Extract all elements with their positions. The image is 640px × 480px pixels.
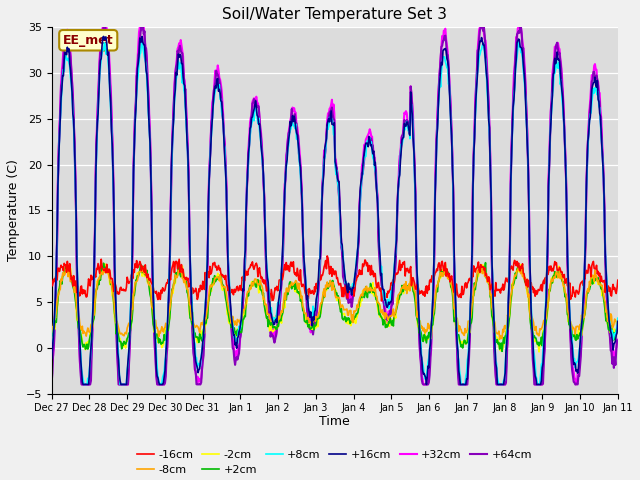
Line: +64cm: +64cm (52, 27, 618, 384)
+64cm (58, 80, 66, 86)
-16cm (116, 285, 124, 291)
-2cm (173, 270, 181, 276)
-2cm (58, 277, 66, 283)
+8cm (422, 373, 429, 379)
+32cm (99, 24, 107, 30)
Line: +16cm: +16cm (52, 36, 618, 384)
+8cm (614, 315, 621, 321)
+2cm (614, 327, 621, 333)
X-axis label: Time: Time (319, 415, 350, 428)
Title: Soil/Water Temperature Set 3: Soil/Water Temperature Set 3 (222, 7, 447, 22)
-2cm (404, 283, 412, 289)
Line: -8cm: -8cm (52, 267, 618, 339)
-2cm (204, 311, 211, 317)
+32cm (175, 40, 183, 46)
+16cm (100, 34, 108, 39)
+8cm (58, 86, 66, 92)
+64cm (48, 381, 56, 386)
Legend: -16cm, -8cm, -2cm, +2cm, +8cm, +16cm, +32cm, +64cm: -16cm, -8cm, -2cm, +2cm, +8cm, +16cm, +3… (133, 445, 536, 480)
+2cm (404, 284, 412, 289)
-16cm (173, 266, 181, 272)
+32cm (48, 373, 56, 379)
-16cm (58, 264, 66, 270)
+16cm (405, 129, 413, 134)
+2cm (420, 332, 428, 337)
+32cm (405, 121, 413, 127)
-2cm (614, 329, 621, 335)
-8cm (404, 284, 412, 289)
-8cm (204, 305, 211, 311)
+2cm (116, 338, 124, 344)
Line: +2cm: +2cm (52, 263, 618, 351)
-8cm (496, 336, 504, 342)
+16cm (118, 382, 125, 387)
+16cm (205, 177, 213, 183)
+64cm (100, 24, 108, 30)
+32cm (422, 382, 429, 387)
+8cm (48, 345, 56, 351)
-8cm (48, 329, 56, 335)
-16cm (405, 270, 413, 276)
-16cm (323, 253, 331, 259)
+16cm (58, 86, 66, 92)
+2cm (204, 315, 211, 321)
-2cm (116, 336, 124, 341)
+64cm (614, 337, 621, 343)
+32cm (118, 382, 125, 387)
Line: +32cm: +32cm (52, 27, 618, 384)
+8cm (405, 127, 413, 132)
-16cm (267, 298, 275, 304)
+16cm (422, 374, 429, 380)
+8cm (80, 382, 88, 387)
+8cm (205, 176, 213, 182)
+2cm (173, 272, 181, 278)
+8cm (117, 381, 125, 386)
+2cm (48, 331, 56, 337)
-16cm (614, 277, 621, 283)
+32cm (79, 382, 86, 387)
+64cm (405, 131, 413, 137)
+2cm (498, 348, 506, 354)
+32cm (205, 169, 213, 175)
Text: EE_met: EE_met (63, 34, 113, 47)
+2cm (58, 281, 66, 287)
+16cm (79, 382, 87, 387)
+32cm (58, 68, 66, 74)
+64cm (77, 382, 85, 387)
+16cm (48, 356, 56, 361)
+64cm (422, 382, 429, 387)
+64cm (205, 177, 213, 183)
-8cm (614, 320, 621, 326)
-8cm (477, 264, 485, 270)
-2cm (420, 337, 428, 343)
-16cm (204, 268, 211, 274)
-16cm (422, 285, 429, 291)
+16cm (614, 319, 621, 324)
+16cm (175, 54, 183, 60)
-16cm (48, 276, 56, 282)
-8cm (58, 278, 66, 284)
Line: +8cm: +8cm (52, 40, 618, 384)
+64cm (175, 46, 183, 52)
-2cm (48, 341, 56, 347)
Y-axis label: Temperature (C): Temperature (C) (7, 159, 20, 262)
+8cm (175, 66, 183, 72)
+2cm (482, 260, 490, 265)
-2cm (442, 261, 449, 266)
Line: -2cm: -2cm (52, 264, 618, 352)
Line: -16cm: -16cm (52, 256, 618, 301)
+32cm (614, 336, 621, 342)
-8cm (116, 331, 124, 337)
-8cm (420, 325, 428, 331)
+64cm (118, 382, 125, 387)
-2cm (535, 349, 543, 355)
+8cm (138, 37, 146, 43)
-8cm (173, 273, 181, 279)
